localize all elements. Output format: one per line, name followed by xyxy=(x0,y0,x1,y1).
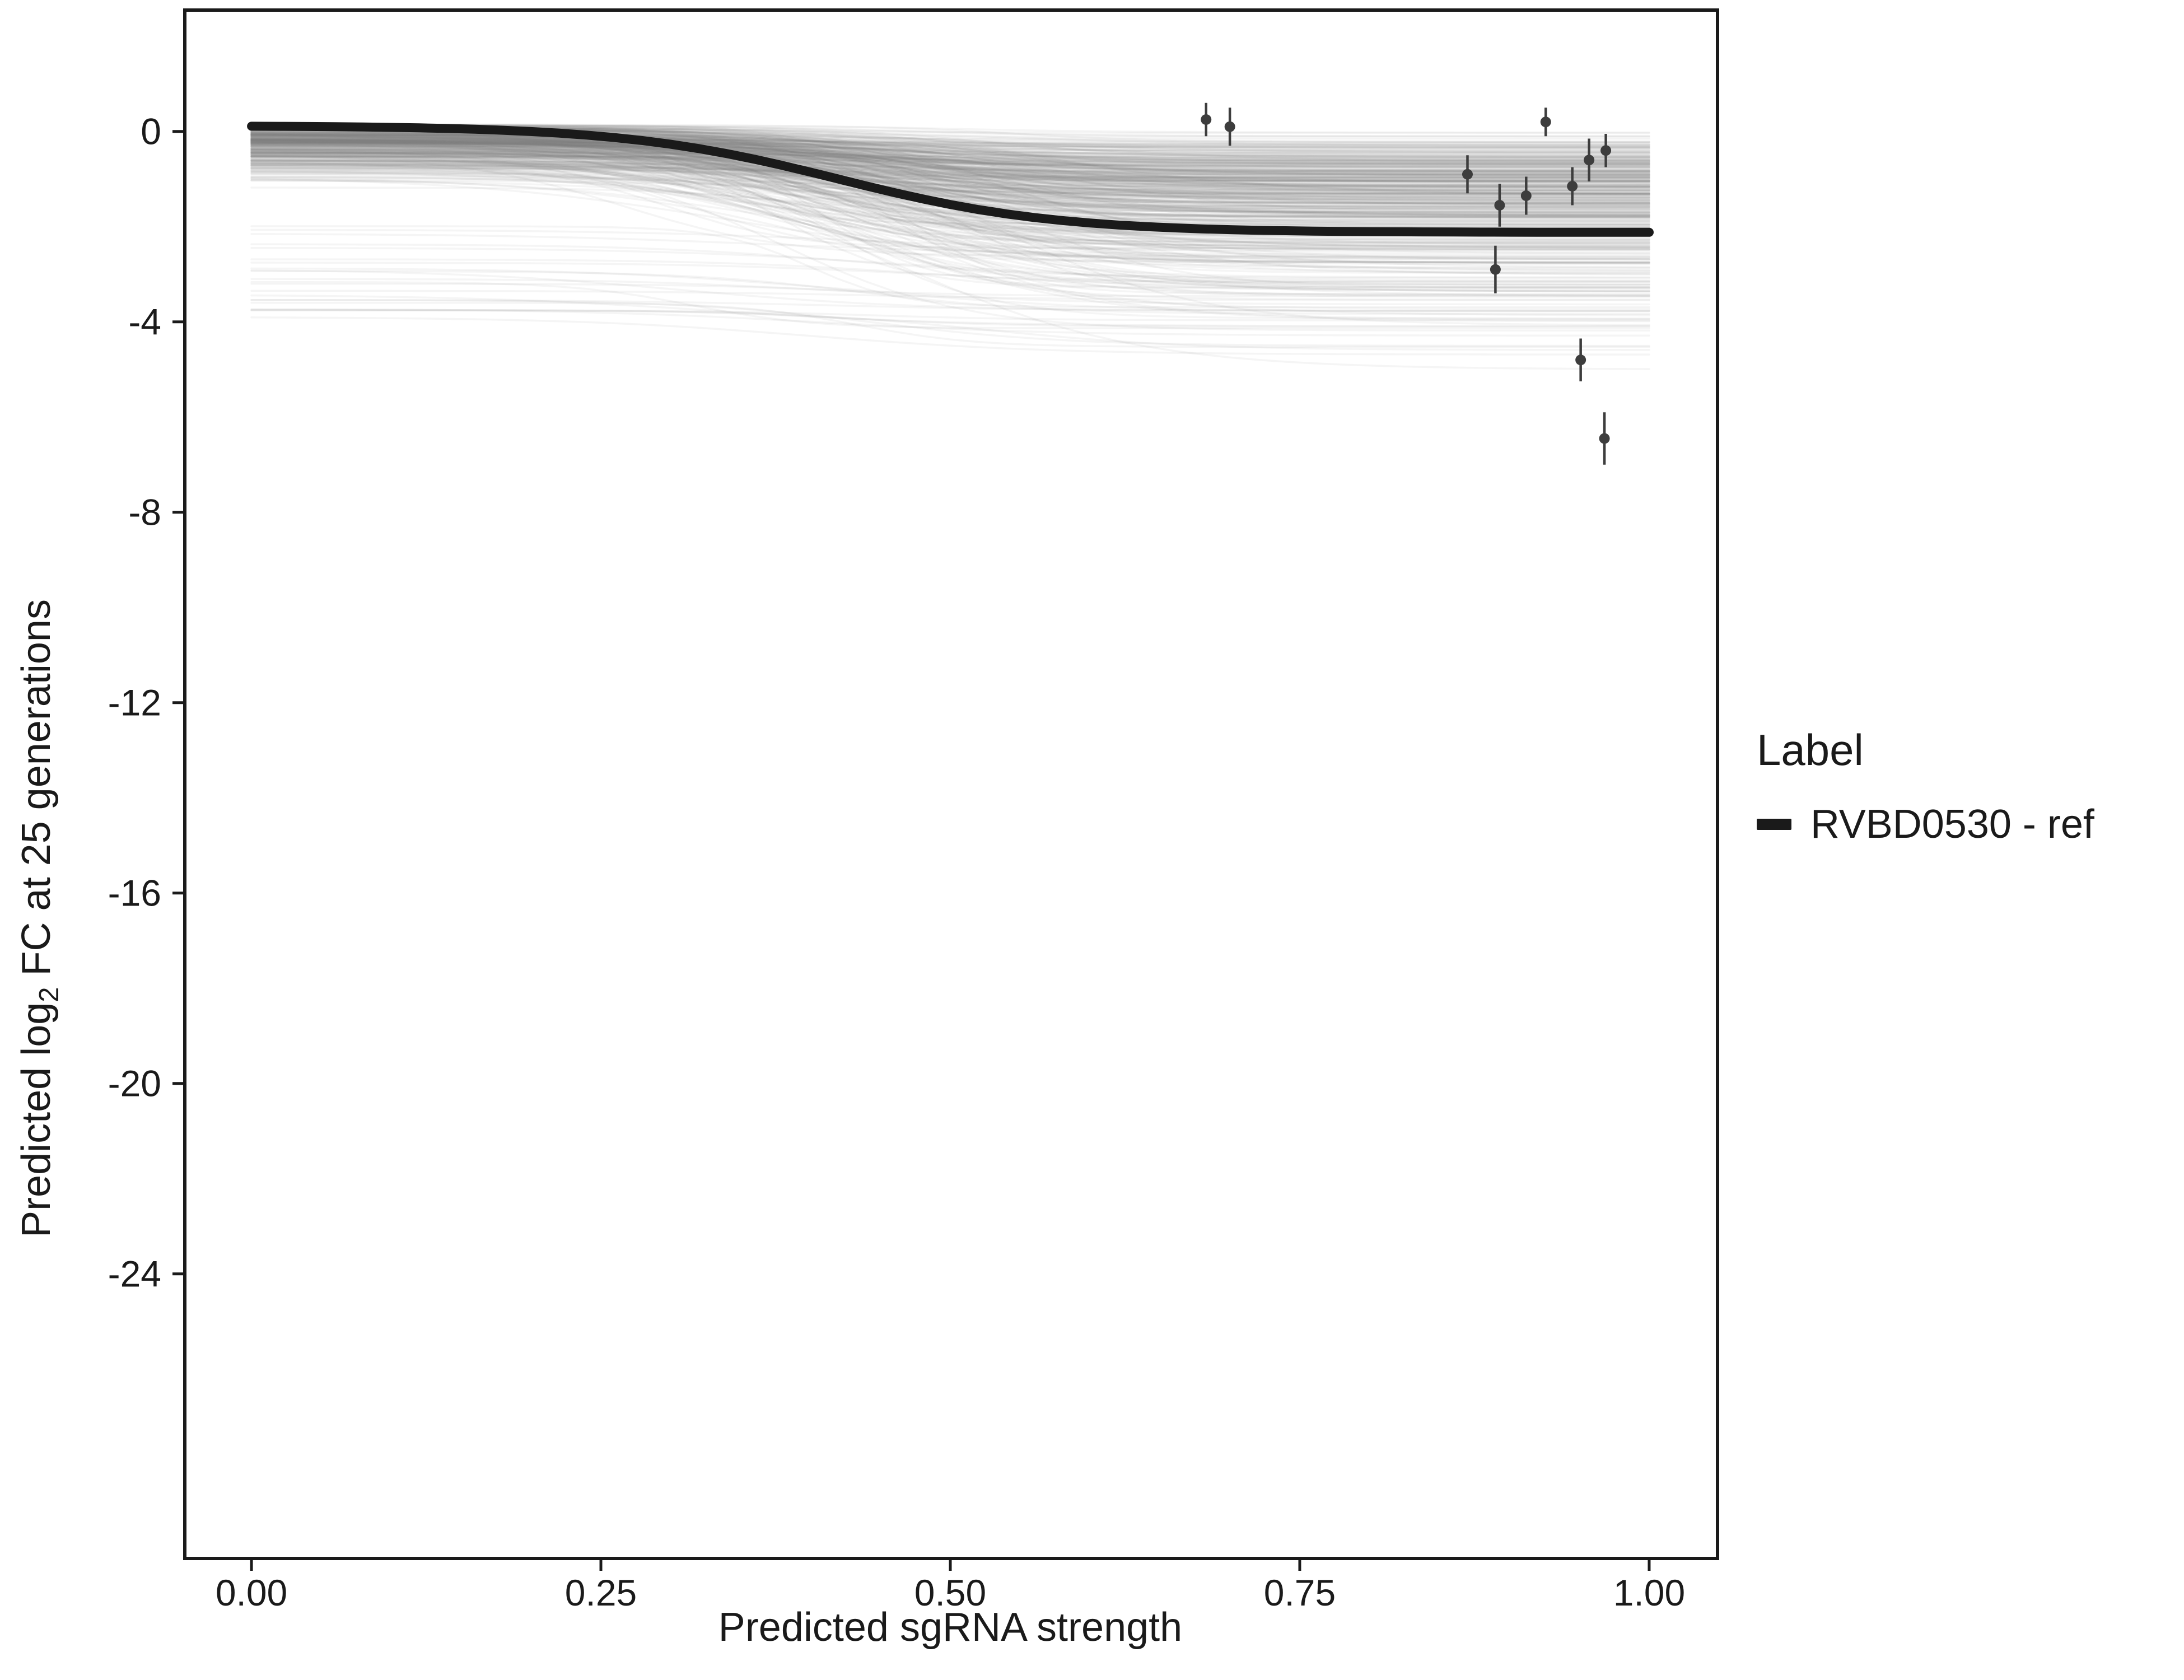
x-tick-label: 1.00 xyxy=(1613,1572,1685,1613)
legend-item-label: RVBD0530 - ref xyxy=(1810,802,2094,847)
data-points xyxy=(1201,102,1612,465)
x-axis-title: Predicted sgRNA strength xyxy=(718,1605,1183,1650)
y-tick-label: -20 xyxy=(108,1063,161,1104)
y-tick-label: -16 xyxy=(108,872,161,914)
y-axis-title-pre: Predicted log xyxy=(13,1002,59,1238)
y-axis-title: Predicted log2 FC at 25 generations xyxy=(13,599,65,1238)
legend-title: Label xyxy=(1757,725,1864,774)
legend-item: RVBD0530 - ref xyxy=(1757,804,2094,844)
legend-line-swatch xyxy=(1757,819,1791,830)
y-axis-title-sub: 2 xyxy=(34,987,65,1002)
x-tick-label: 0.25 xyxy=(565,1572,637,1613)
y-tick-label: 0 xyxy=(141,111,161,152)
main-fit-curve xyxy=(247,122,1654,237)
y-axis-title-post: FC at 25 generations xyxy=(13,599,59,987)
x-tick-label: 0.75 xyxy=(1264,1572,1336,1613)
posterior-sample-curves xyxy=(250,123,1650,370)
axis-ticks-and-labels: 0.00 0.25 0.50 0.75 1.00 0 -4 -8 -12 -16 -20 -24 xyxy=(108,111,1686,1613)
legend: Label RVBD0530 - ref xyxy=(1757,728,2094,844)
x-tick-label: 0.50 xyxy=(914,1572,986,1613)
y-tick-label: -24 xyxy=(108,1253,161,1295)
y-tick-label: -12 xyxy=(108,682,161,724)
y-tick-label: -8 xyxy=(128,492,161,533)
y-tick-label: -4 xyxy=(128,301,161,343)
x-tick-label: 0.00 xyxy=(216,1572,287,1613)
